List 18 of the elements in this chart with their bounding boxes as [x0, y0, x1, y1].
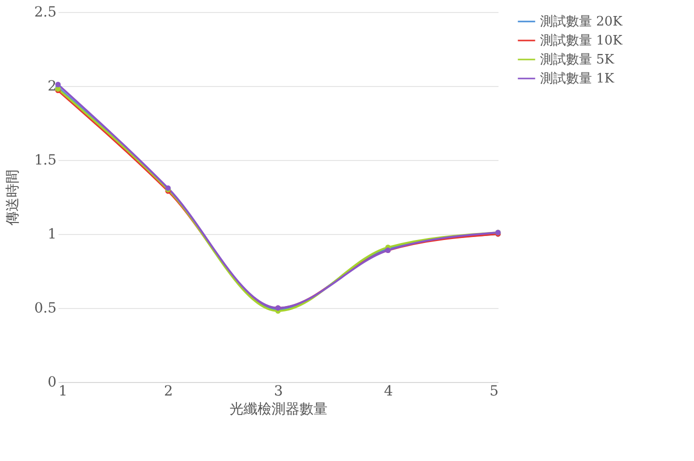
- x-tick-label: 1: [58, 384, 68, 400]
- legend-label: 測試數量 10K: [540, 34, 623, 48]
- point: [55, 82, 61, 88]
- legend-label: 測試數量 20K: [540, 14, 623, 30]
- y-tick-label: 0: [48, 374, 56, 390]
- y-tick-label: 2: [48, 78, 56, 94]
- x-tick-label: 5: [490, 384, 498, 400]
- x-tick-label: 4: [384, 384, 394, 400]
- y-tick-label: 1.5: [34, 152, 56, 168]
- y-axis-title: 傳送時間: [5, 170, 22, 226]
- x-tick-label: 2: [164, 384, 173, 400]
- y-tick-label: 1: [48, 226, 56, 242]
- x-axis-title: 光纖檢測器數量: [230, 402, 328, 418]
- legend-label: 測試數量 5K: [540, 52, 614, 68]
- legend-label: 測試數量 1K: [540, 72, 614, 86]
- x-tick-label: 3: [274, 384, 283, 400]
- y-tick-label: 2.5: [34, 4, 56, 20]
- y-tick-label: 0.5: [34, 300, 56, 316]
